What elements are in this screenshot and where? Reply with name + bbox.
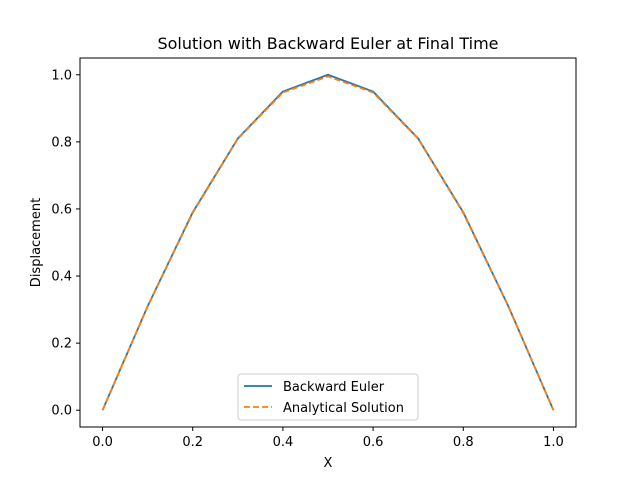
- x-tick-label: 0.2: [182, 435, 203, 450]
- y-tick-label: 0.2: [51, 337, 72, 352]
- y-axis-ticks: 0.0 0.2 0.4 0.6 0.8 1.0: [51, 68, 80, 419]
- legend-label-1: Backward Euler: [283, 380, 385, 395]
- x-tick-label: 0.4: [273, 435, 294, 450]
- y-tick-label: 0.0: [51, 404, 72, 419]
- legend: Backward Euler Analytical Solution: [237, 373, 419, 421]
- chart-title: Solution with Backward Euler at Final Ti…: [157, 34, 498, 53]
- axes-frame: [79, 57, 577, 428]
- y-tick-label: 0.6: [51, 202, 72, 217]
- x-tick-label: 0.8: [453, 435, 474, 450]
- y-axis-title: Displacement: [29, 198, 44, 287]
- x-tick-label: 0.6: [363, 435, 384, 450]
- legend-box: [237, 373, 419, 421]
- series-layer: [101, 73, 555, 411]
- x-axis-title: X: [324, 456, 333, 471]
- series-line-1: [101, 73, 555, 411]
- series-line-2: [101, 75, 555, 411]
- legend-label-2: Analytical Solution: [283, 401, 404, 416]
- y-tick-label: 0.4: [51, 270, 72, 285]
- y-tick-label: 1.0: [51, 68, 72, 83]
- x-axis-ticks: 0.0 0.2 0.4 0.6 0.8 1.0: [92, 427, 564, 450]
- x-tick-label: 0.0: [92, 435, 113, 450]
- y-tick-label: 0.8: [51, 135, 72, 150]
- x-tick-label: 1.0: [543, 435, 564, 450]
